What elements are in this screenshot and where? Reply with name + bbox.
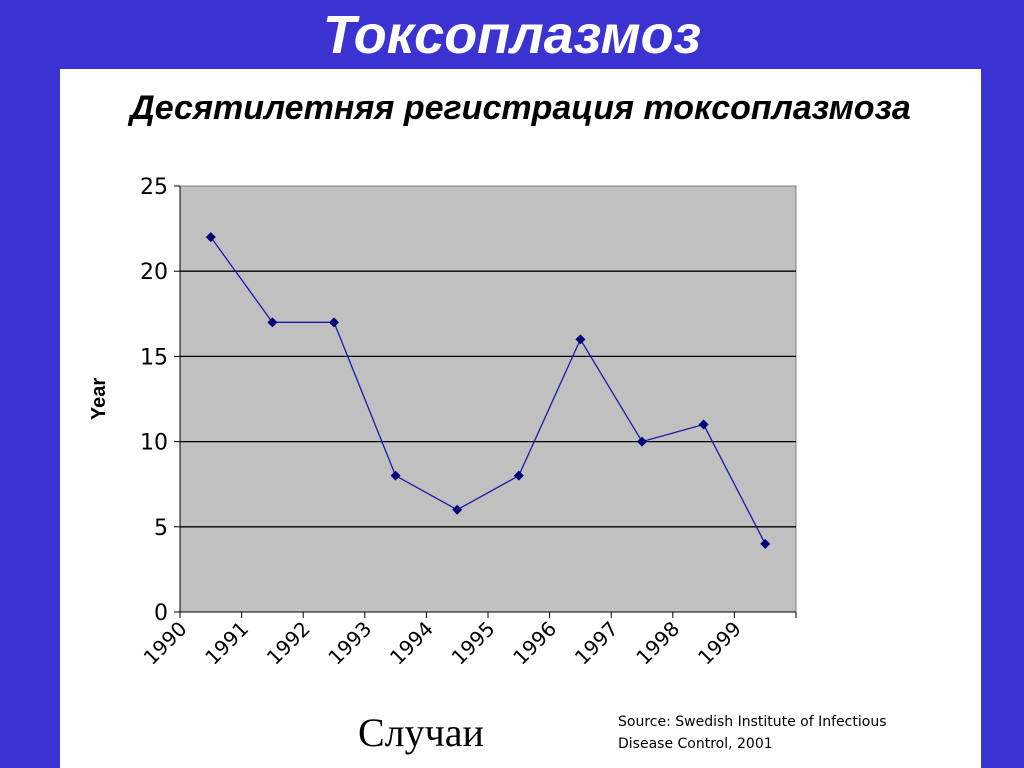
y-tick-label: 25 [140,175,168,200]
x-tick-label: 1992 [262,617,315,670]
x-tick-label: 1995 [447,617,500,670]
plot-area [179,185,797,613]
chart-panel: Десятилетняя регистрация токсоплазмоза 0… [60,69,981,768]
data-point [267,317,278,328]
y-axis-label: Year [88,378,110,420]
data-point [513,470,524,481]
source-line-1: Source: Swedish Institute of Infectious [618,714,887,730]
x-tick-label: 1991 [200,617,253,670]
x-axis-caption: Случаи [358,710,484,755]
x-tick-label: 1999 [693,617,746,670]
data-point [329,317,339,328]
source-note: Source: Swedish Institute of Infectious … [618,711,886,755]
x-tick-label: 1998 [631,617,684,670]
data-point [205,232,216,243]
x-tick-label: 1996 [508,617,561,670]
y-tick-label: 10 [140,431,168,456]
data-point [452,504,463,515]
data-point [760,538,771,549]
data-point [637,436,647,447]
series-line [210,236,766,545]
y-tick-label: 5 [154,516,168,541]
source-line-2: Disease Control, 2001 [618,736,773,752]
y-tick-label: 20 [140,260,168,285]
data-point [390,470,401,481]
x-tick-label: 1993 [323,617,376,670]
x-tick-label: 1997 [570,617,623,670]
slide-title: Токсоплазмоз [322,5,702,65]
y-tick-label: 15 [140,345,168,370]
data-point [698,419,709,430]
data-point [575,334,586,345]
x-tick-label: 1994 [385,617,438,670]
panel-subtitle: Десятилетняя регистрация токсоплазмоза [130,89,911,127]
y-tick-label: 0 [154,601,168,626]
